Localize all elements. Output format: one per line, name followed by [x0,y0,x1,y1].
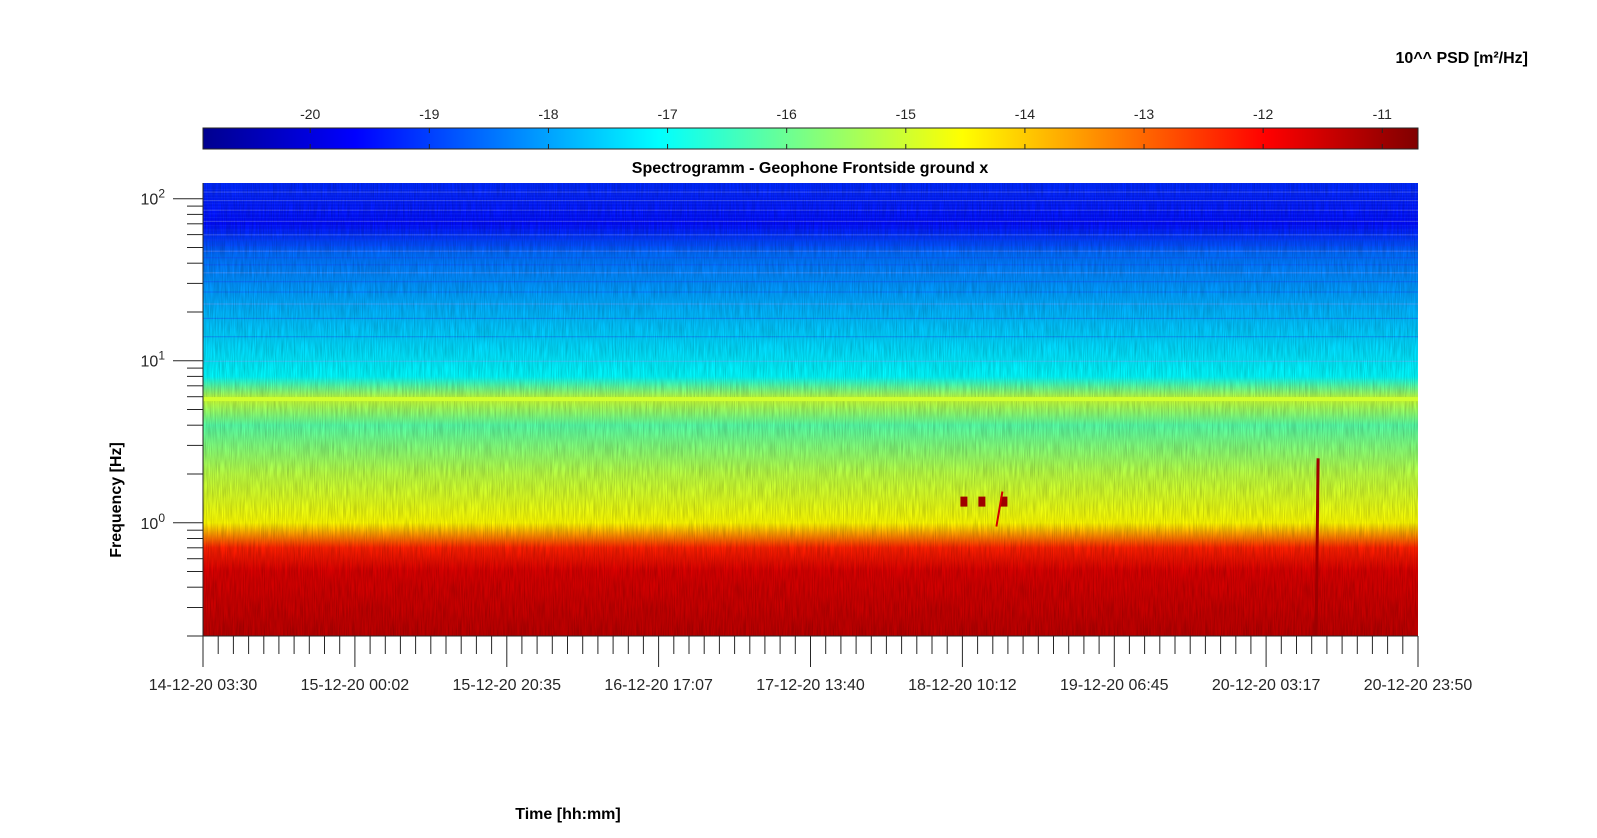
x-tick-label: 14-12-20 03:30 [149,677,258,694]
chart-title: Spectrogramm - Geophone Frontside ground… [632,160,989,177]
colorbar-tick-label: -12 [1253,106,1273,122]
colorbar-title: 10^^ PSD [m²/Hz] [1396,50,1528,67]
y-axis: 100 101 102 [141,183,204,637]
spectrogram-noise [203,183,1418,636]
y-tick-label: 102 [141,187,166,209]
colorbar-tick-label: -11 [1373,106,1392,122]
colorbar-tick-label: -15 [896,106,916,122]
x-axis-title: Time [hh:mm] [515,806,620,823]
spectrogram-features [203,397,1418,636]
x-tick-label: 18-12-20 10:12 [908,677,1017,694]
colorbar-tick-label: -20 [300,106,320,122]
y-tick-label: 100 [141,511,166,533]
colorbar-tick-label: -16 [777,106,797,122]
burst-mark [960,496,968,507]
burst-mark [1000,496,1008,507]
x-tick-label: 17-12-20 13:40 [756,677,865,694]
y-axis-title: Frequency [Hz] [108,442,125,558]
colorbar-tick-label: -17 [657,106,677,122]
x-tick-label: 16-12-20 17:07 [604,677,713,694]
burst-mark [978,496,986,507]
colorbar-tick-label: -19 [419,106,439,122]
x-tick-label: 20-12-20 03:17 [1212,677,1321,694]
x-tick-label: 19-12-20 06:45 [1060,677,1169,694]
x-tick-label: 15-12-20 00:02 [301,677,410,694]
x-tick-label: 20-12-20 23:50 [1364,677,1473,694]
x-axis: 14-12-20 03:30 15-12-20 00:02 15-12-20 20:… [149,635,1473,694]
colorbar-tick-label: -13 [1134,106,1154,122]
y-tick-label: 101 [141,349,166,371]
colorbar: -20 -19 -18 -17 -16 -15 -14 -13 -12 -11 [202,106,1419,150]
burst-trace [995,491,1004,527]
x-tick-label: 15-12-20 20:35 [453,677,562,694]
narrowband-line [203,397,1418,402]
colorbar-ticks: -20 -19 -18 -17 -16 -15 -14 -13 -12 -11 [300,106,1392,149]
colorbar-tick-label: -14 [1015,106,1035,122]
colorbar-tick-label: -18 [538,106,558,122]
plot-area [203,183,1418,636]
transient-trace [1314,458,1320,636]
colorbar-strip [202,127,1419,150]
